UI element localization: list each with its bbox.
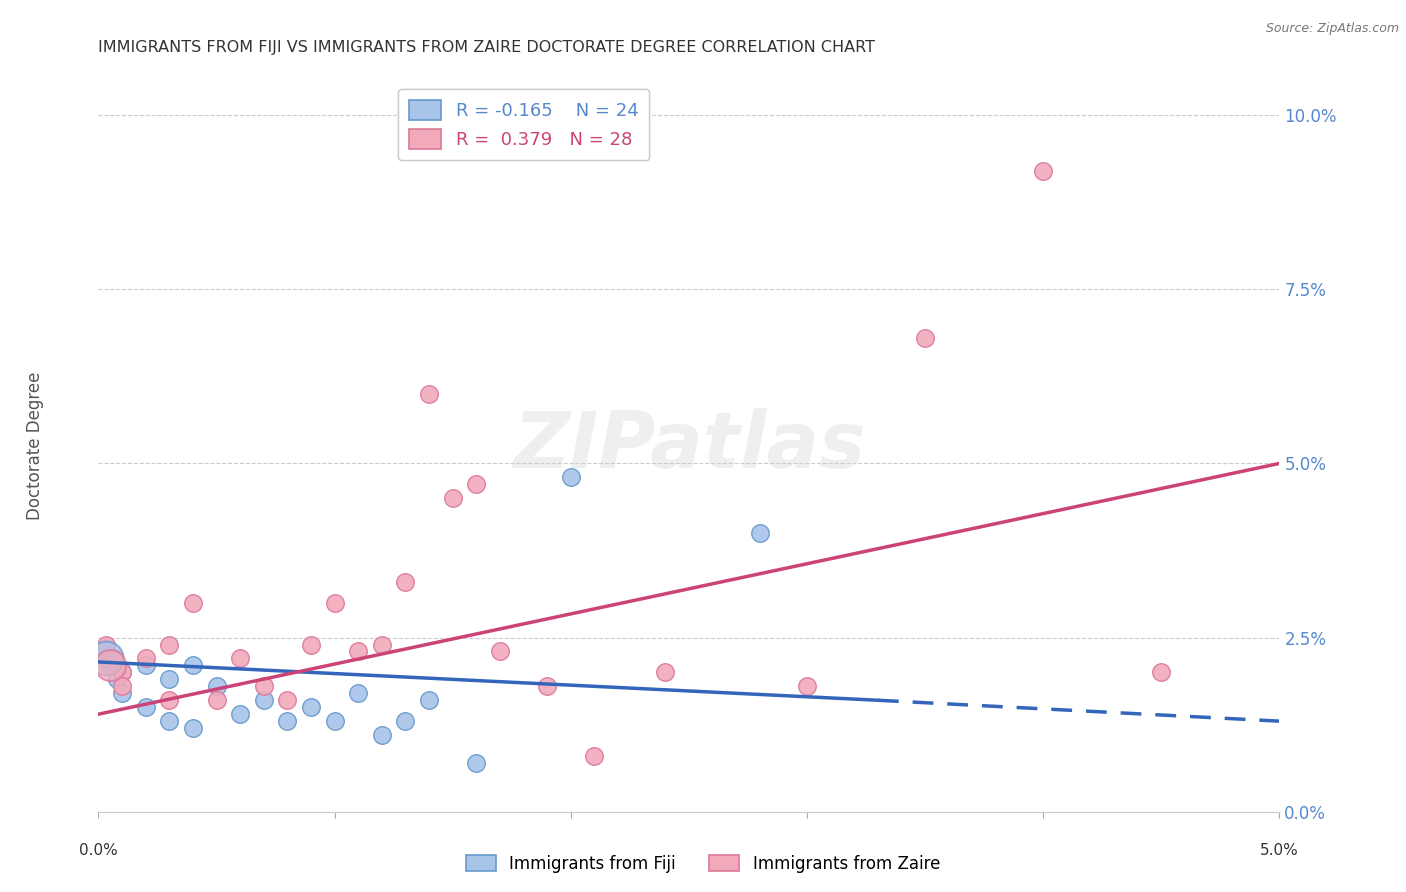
Point xyxy=(465,756,488,770)
Point xyxy=(371,638,394,652)
Point xyxy=(441,491,464,506)
Legend: R = -0.165    N = 24, R =  0.379   N = 28: R = -0.165 N = 24, R = 0.379 N = 28 xyxy=(398,89,650,160)
Point xyxy=(105,673,128,687)
Point xyxy=(299,700,322,714)
Point xyxy=(229,651,252,665)
Text: Source: ZipAtlas.com: Source: ZipAtlas.com xyxy=(1265,22,1399,36)
Point xyxy=(94,638,117,652)
Point xyxy=(111,665,134,680)
Point xyxy=(323,714,346,728)
Point xyxy=(157,638,180,652)
Point xyxy=(1150,665,1173,680)
Point xyxy=(111,679,134,693)
Point xyxy=(157,714,180,728)
Text: 5.0%: 5.0% xyxy=(1260,843,1299,858)
Point xyxy=(253,679,276,693)
Point xyxy=(299,638,322,652)
Point xyxy=(489,644,512,658)
Point xyxy=(135,658,157,673)
Point xyxy=(135,700,157,714)
Point xyxy=(157,693,180,707)
Point xyxy=(98,658,121,673)
Point xyxy=(111,686,134,700)
Point xyxy=(418,693,440,707)
Point xyxy=(94,651,117,665)
Point xyxy=(394,574,416,589)
Point xyxy=(94,651,117,665)
Point xyxy=(914,331,936,345)
Point xyxy=(181,658,204,673)
Point xyxy=(253,693,276,707)
Point xyxy=(205,679,228,693)
Point xyxy=(418,386,440,401)
Text: IMMIGRANTS FROM FIJI VS IMMIGRANTS FROM ZAIRE DOCTORATE DEGREE CORRELATION CHART: IMMIGRANTS FROM FIJI VS IMMIGRANTS FROM … xyxy=(98,40,876,55)
Point xyxy=(1032,164,1054,178)
Point xyxy=(347,644,370,658)
Point xyxy=(101,651,124,665)
Point xyxy=(135,651,157,665)
Point xyxy=(323,596,346,610)
Point xyxy=(181,596,204,610)
Text: 0.0%: 0.0% xyxy=(79,843,118,858)
Text: ZIPatlas: ZIPatlas xyxy=(513,408,865,484)
Point xyxy=(181,721,204,735)
Point xyxy=(654,665,676,680)
Point xyxy=(157,673,180,687)
Point xyxy=(465,477,488,491)
Point xyxy=(205,693,228,707)
Point xyxy=(536,679,558,693)
Point xyxy=(347,686,370,700)
Point xyxy=(276,693,298,707)
Legend: Immigrants from Fiji, Immigrants from Zaire: Immigrants from Fiji, Immigrants from Za… xyxy=(460,848,946,880)
Point xyxy=(229,707,252,722)
Text: Doctorate Degree: Doctorate Degree xyxy=(27,372,44,520)
Point xyxy=(748,526,770,541)
Point xyxy=(560,470,582,484)
Point xyxy=(111,665,134,680)
Point xyxy=(98,658,121,673)
Point xyxy=(394,714,416,728)
Point xyxy=(276,714,298,728)
Point xyxy=(796,679,818,693)
Point xyxy=(583,749,606,764)
Point xyxy=(371,728,394,742)
